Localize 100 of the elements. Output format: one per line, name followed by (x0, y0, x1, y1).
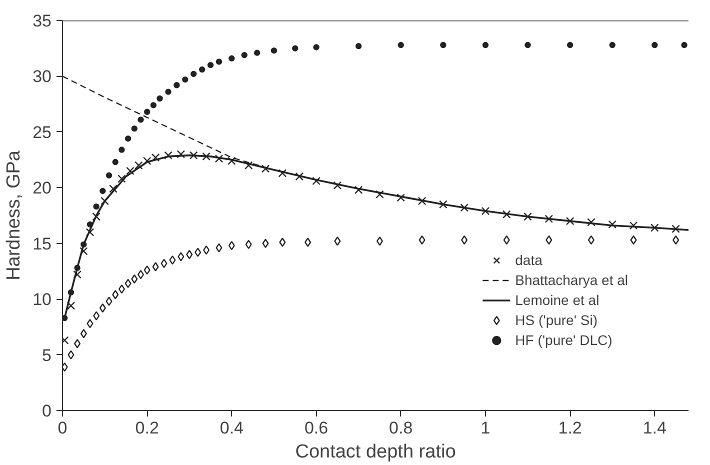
point (93, 311, 100, 320)
point (354, 186, 363, 194)
point (93, 203, 100, 210)
y-tick-label: 10 (32, 290, 52, 310)
x-tick-label: 0 (58, 418, 68, 438)
point (144, 266, 150, 275)
point (118, 284, 125, 294)
legend-label: HS ('pure' Si) (515, 312, 598, 328)
point (295, 172, 304, 181)
point (546, 235, 552, 245)
point (566, 216, 574, 226)
point (313, 44, 320, 50)
point (151, 153, 160, 162)
x-tick-label: 0.6 (304, 418, 328, 438)
x-tick-label: 1 (480, 418, 490, 438)
point (279, 238, 286, 247)
point (254, 50, 260, 56)
point (74, 339, 81, 348)
legend-label: HF ('pure' DLC) (515, 332, 612, 348)
y-tick-label: 30 (32, 67, 52, 86)
point (86, 221, 94, 228)
point (190, 70, 197, 78)
point (156, 95, 163, 102)
y-tick-label: 20 (32, 178, 52, 198)
point (503, 235, 510, 245)
point (138, 116, 144, 123)
x-tick-label: 0.8 (389, 418, 413, 438)
point (118, 146, 125, 153)
point (169, 255, 176, 265)
point (292, 45, 298, 52)
point (106, 296, 112, 306)
point (355, 43, 362, 50)
point (261, 164, 270, 173)
point (134, 161, 143, 170)
point (228, 55, 235, 62)
point (131, 274, 138, 284)
point (216, 243, 222, 252)
legend-label: Bhattacharya et al (515, 272, 628, 288)
point (461, 235, 468, 245)
point (681, 42, 688, 48)
x-tick-label: 1.2 (558, 418, 582, 438)
point (124, 278, 132, 288)
legend-label: Lemoine et al (515, 292, 600, 308)
point (99, 303, 106, 313)
point (460, 204, 468, 212)
point (304, 238, 312, 247)
point (86, 318, 94, 328)
point (418, 235, 426, 245)
y-tick-label: 0 (42, 402, 52, 420)
legend-label: data (515, 252, 542, 268)
point (164, 151, 172, 160)
point (126, 166, 134, 176)
point (160, 258, 168, 268)
point (672, 224, 680, 234)
point (165, 88, 172, 95)
point (194, 248, 202, 257)
point (262, 238, 269, 248)
point (244, 161, 253, 170)
point (609, 42, 616, 48)
point (68, 350, 74, 360)
point (270, 47, 278, 54)
point (524, 42, 531, 48)
point (440, 42, 446, 48)
point (524, 212, 532, 221)
point (176, 150, 186, 158)
point (376, 190, 384, 198)
point (245, 240, 252, 250)
point (608, 220, 616, 229)
point (100, 196, 109, 206)
point (652, 42, 658, 48)
point (144, 108, 150, 115)
point (482, 42, 489, 48)
point (439, 200, 448, 208)
point (376, 236, 383, 246)
point (131, 125, 138, 132)
point (142, 156, 152, 166)
point (112, 290, 119, 300)
point (396, 194, 406, 202)
point (630, 235, 637, 245)
point (80, 241, 87, 248)
point (198, 66, 206, 73)
point (100, 188, 106, 194)
point (62, 314, 68, 322)
point (106, 172, 112, 178)
point (203, 245, 210, 255)
point (544, 214, 554, 223)
point (629, 221, 638, 230)
point (202, 152, 210, 161)
point (182, 76, 188, 83)
point (186, 250, 193, 260)
point (587, 218, 596, 226)
point (207, 62, 214, 68)
point (418, 196, 426, 206)
point (588, 235, 594, 245)
point (333, 181, 342, 190)
point (174, 82, 180, 88)
y-axis-title: Hardness, GPa (4, 150, 25, 280)
point (150, 102, 157, 108)
point (481, 206, 490, 216)
point (74, 264, 80, 271)
